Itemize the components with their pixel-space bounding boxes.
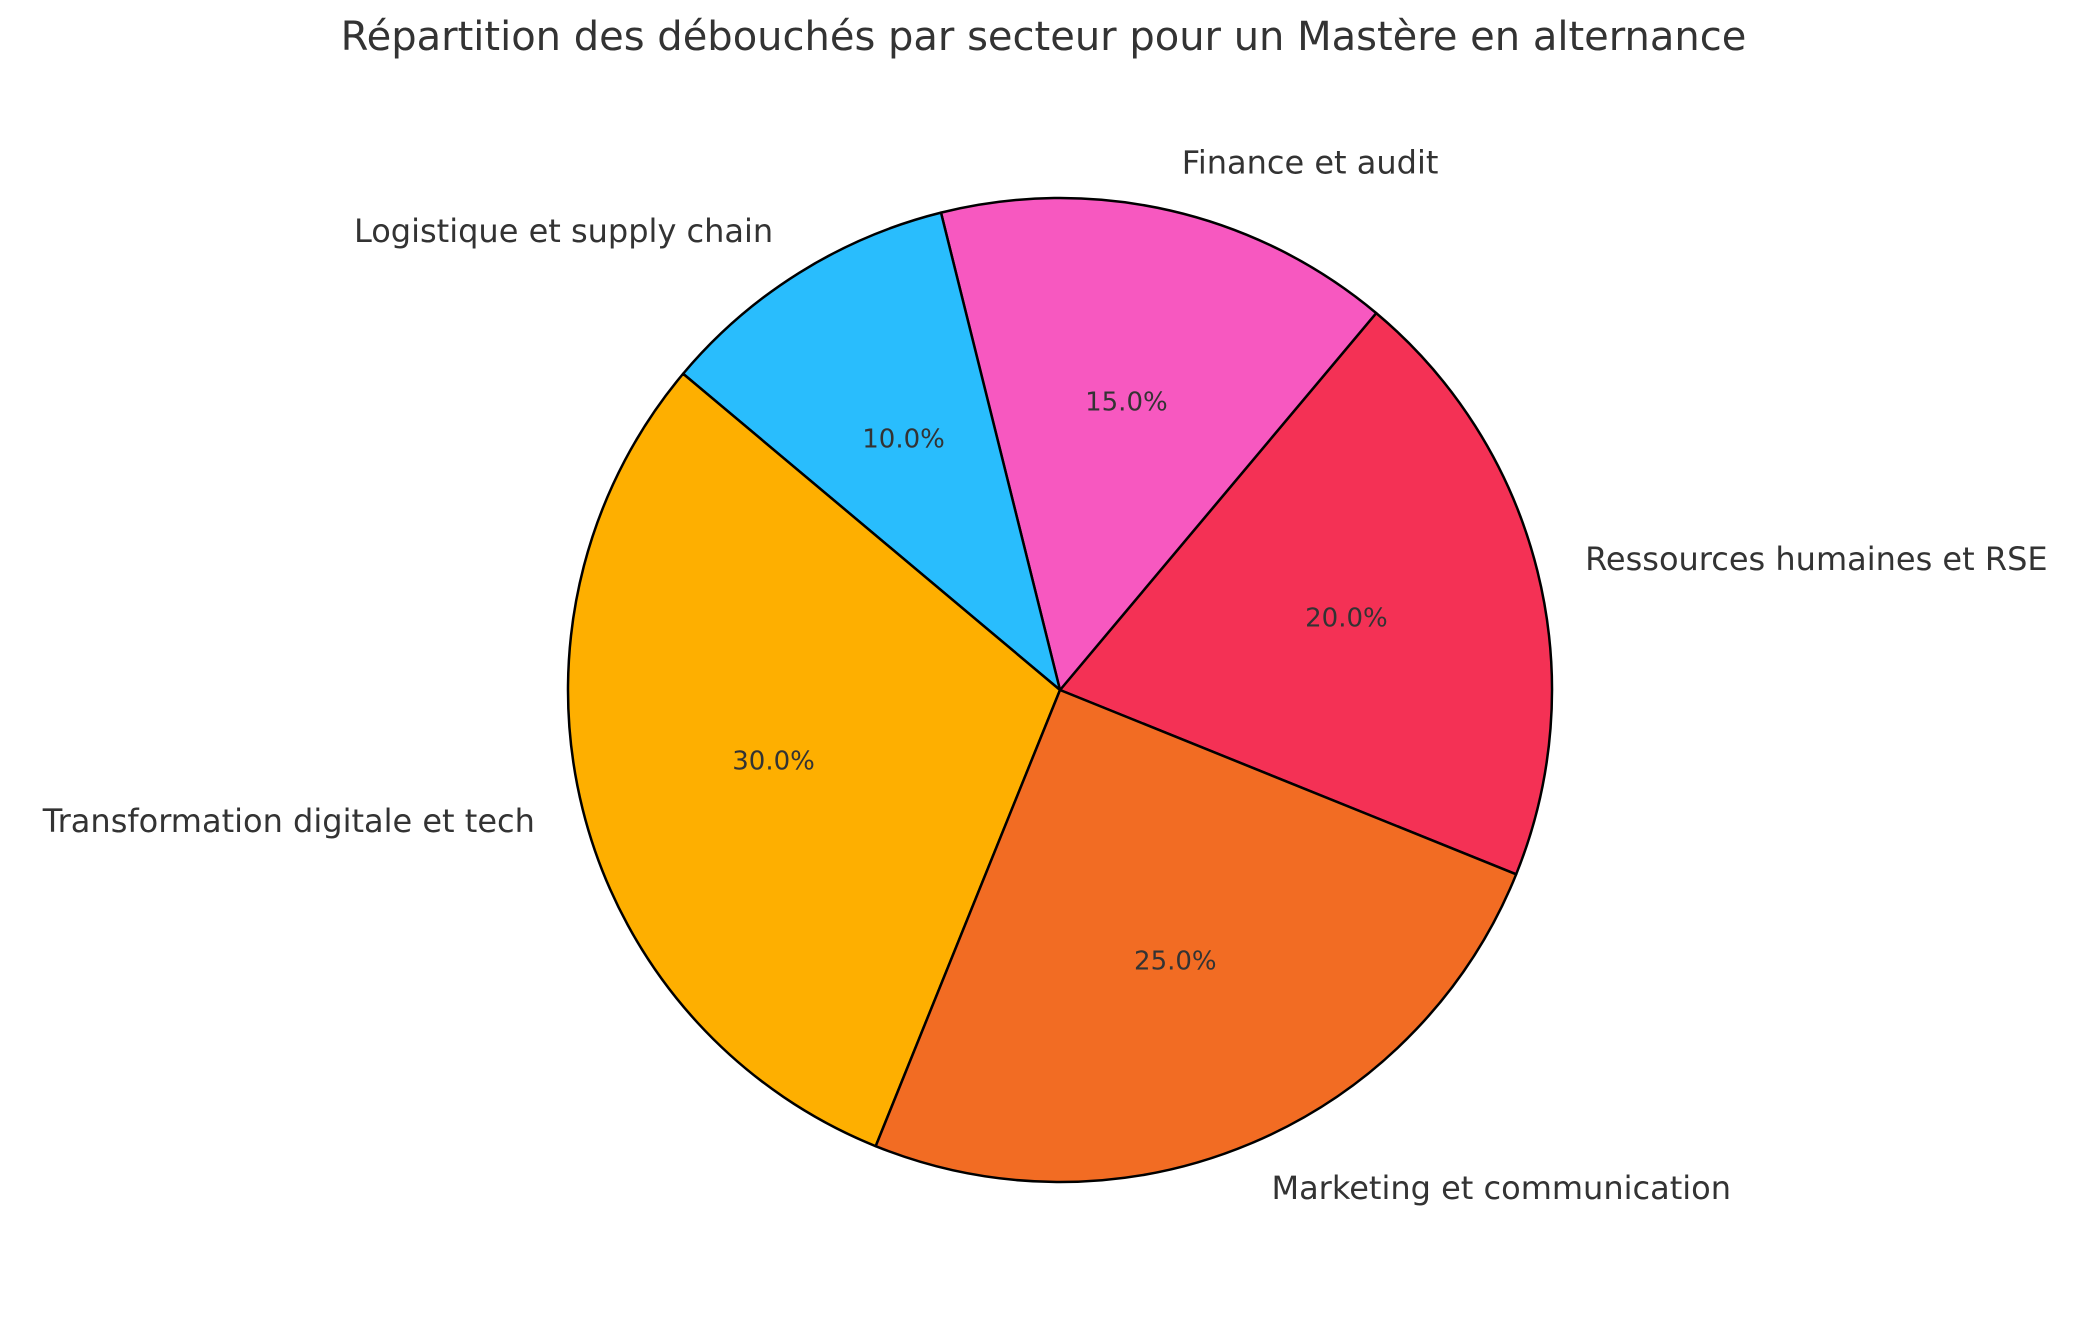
slice-category-label: Transformation digitale et tech xyxy=(42,802,535,840)
slice-category-label: Ressources humaines et RSE xyxy=(1585,540,2047,578)
pie-labels: 20.0% Ressources humaines et RSE 15.0% Fina… xyxy=(42,144,2048,1208)
pie-slices xyxy=(566,196,1554,1184)
slice-percent-label: 25.0% xyxy=(1134,947,1217,977)
pie-slice xyxy=(681,211,1062,692)
slice-percent-label: 30.0% xyxy=(732,746,815,776)
chart-title: Répartition des débouchés par secteur po… xyxy=(340,14,1747,60)
pie-slice xyxy=(566,372,1062,1148)
slice-category-label: Marketing et communication xyxy=(1271,1169,1731,1207)
slice-percent-label: 15.0% xyxy=(1085,387,1168,417)
pie-slice xyxy=(939,196,1378,692)
slice-category-label: Logistique et supply chain xyxy=(354,212,773,250)
slice-percent-label: 20.0% xyxy=(1305,604,1388,634)
slice-percent-label: 10.0% xyxy=(862,425,945,455)
pie-slice xyxy=(1058,311,1554,876)
pie-slice xyxy=(874,688,1518,1184)
slice-category-label: Finance et audit xyxy=(1182,144,1439,182)
